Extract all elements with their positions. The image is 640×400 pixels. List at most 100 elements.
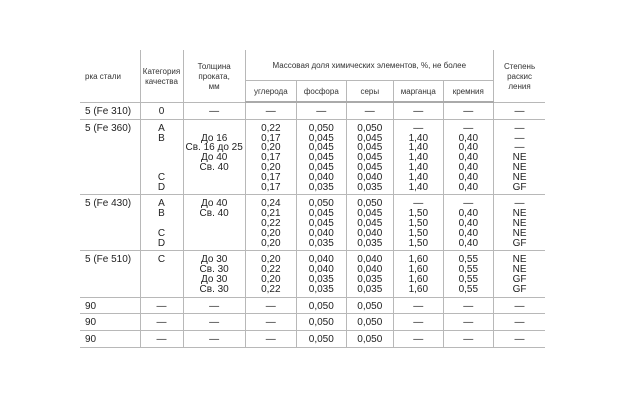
cell-value: 0,55 (458, 273, 479, 285)
cell-value: GF (512, 181, 527, 193)
cell-value: 0,40 (458, 142, 479, 154)
cell-value: 1,50 (408, 237, 429, 249)
cell-carbon: 0,22 0,17 0,20 0,17 0,20 0,17 0,17 (244, 119, 297, 196)
cell-value: NE (512, 254, 527, 266)
cell-silicon: — (442, 102, 494, 120)
cell-value: 0,045 (308, 208, 334, 220)
cell-value: B (158, 132, 165, 144)
table-row: 90 — — — 0,050 0,050 — — — (80, 297, 546, 315)
cell-deoxidation: — (492, 102, 546, 120)
cell-value: 0,045 (308, 132, 334, 144)
cell-manganese: —1,50 1,50 1,50 1,50 (392, 194, 444, 252)
cell-value: 0,045 (357, 152, 383, 164)
cell-value (186, 239, 243, 249)
cell-manganese: — (392, 102, 444, 120)
cell-value: 0,050 (357, 334, 383, 346)
cell-value: — (209, 317, 220, 329)
cell-value: 0,050 (308, 300, 334, 312)
header-deoxidation: Степень раскис ления (492, 50, 546, 103)
cell-value: — (463, 122, 474, 134)
cell-value: 0,040 (308, 254, 334, 266)
cell-value: 0,20 (261, 227, 281, 239)
cell-value: До 30 (200, 273, 228, 285)
cell-value: 0,040 (308, 264, 334, 276)
cell-silicon: — (442, 330, 494, 348)
cell-value: 0,40 (458, 217, 479, 229)
cell-value: 1,50 (408, 217, 429, 229)
cell-value: 1,40 (408, 132, 429, 144)
cell-value: 0,035 (357, 237, 383, 249)
cell-value: 0,22 (261, 283, 281, 295)
cell-value: — (209, 105, 220, 117)
cell-category: C (139, 250, 183, 298)
table-row: 90 — — — 0,050 0,050 — — — (80, 330, 546, 348)
cell-value: Св. 30 (199, 283, 229, 295)
cell-manganese: — (392, 313, 444, 332)
cell-value: 0,045 (308, 152, 334, 164)
cell-phosphorus: — (295, 102, 347, 120)
cell-value: 1,50 (408, 227, 429, 239)
cell-value: NE (512, 264, 527, 276)
cell-deoxidation: NE NE GF GF (492, 250, 546, 298)
cell-grade: 5 (Fe 310) (80, 102, 140, 120)
cell-value: 0,21 (261, 208, 281, 220)
cell-value: — (156, 334, 167, 346)
cell-grade: 5 (Fe 430) (80, 194, 140, 252)
cell-value: — (413, 198, 424, 210)
cell-value: — (514, 132, 525, 144)
cell-value: — (463, 198, 474, 210)
cell-value: GF (512, 283, 527, 295)
cell-thickness: — (182, 102, 246, 120)
cell-value: — (209, 300, 220, 312)
cell-value: 0,045 (308, 161, 334, 173)
cell-value: 0,050 (308, 317, 334, 329)
cell-carbon: 0,24 0,21 0,22 0,20 0,20 (244, 194, 297, 252)
cell-value: 0,24 (261, 198, 281, 210)
cell-value: 1,60 (408, 283, 429, 295)
cell-value: D (157, 181, 166, 193)
cell-manganese: — (392, 330, 444, 348)
cell-deoxidation: — — — NE NE NE GF (492, 119, 546, 196)
cell-silicon: 0,55 0,55 0,55 0,55 (442, 250, 494, 298)
cell-value: 0,22 (261, 217, 281, 229)
cell-value: 0,17 (261, 171, 281, 183)
cell-value: 0,22 (261, 122, 281, 134)
cell-category: — (139, 330, 183, 348)
cell-value: NE (512, 161, 527, 173)
cell-grade: 5 (Fe 510) (80, 250, 140, 298)
cell-deoxidation: — (492, 330, 546, 348)
cell-value: — (514, 105, 525, 117)
cell-value: 0,20 (261, 254, 281, 266)
cell-sulfur: 0,050 (345, 330, 394, 348)
cell-grade: 90 (80, 297, 140, 315)
cell-value: — (463, 106, 474, 117)
cell-value: До 40 (200, 198, 228, 210)
cell-thickness: До 40 Св. 40 (182, 194, 246, 252)
cell-value: 0,045 (357, 208, 383, 220)
cell-value: C (157, 254, 166, 266)
cell-grade: 90 (80, 330, 140, 348)
cell-value: — (463, 334, 474, 346)
cell-value: 0,045 (308, 142, 334, 154)
cell-value: 1,50 (408, 208, 429, 220)
table-row: 5 (Fe 510) C До 30 Св. 30 До 30 Св. 30 0,20 0,2… (80, 250, 546, 298)
cell-value: — (265, 334, 276, 346)
cell-value: 0 (158, 105, 165, 117)
cell-phosphorus: 0,050 0,045 0,045 0,040 0,035 (295, 194, 347, 252)
cell-value: 0,035 (357, 283, 383, 295)
cell-value: Св. 40 (199, 208, 229, 220)
cell-value: NE (512, 152, 527, 164)
cell-sulfur: 0,040 0,040 0,035 0,035 (345, 250, 394, 298)
cell-carbon: — (244, 313, 297, 332)
cell-silicon: —0,40 0,40 0,40 0,40 0,40 0,40 (442, 119, 494, 196)
cell-value: — (364, 106, 375, 117)
cell-value: 0,050 (308, 198, 334, 210)
cell-value: 0,050 (357, 317, 383, 329)
cell-value: 1,40 (408, 152, 429, 164)
cell-value: 0,035 (308, 283, 334, 295)
cell-value: 0,20 (261, 142, 281, 154)
cell-value: — (514, 142, 525, 154)
cell-value: 0,050 (308, 122, 334, 134)
header-sulfur: серы (345, 80, 394, 103)
cell-value: NE (512, 227, 527, 239)
